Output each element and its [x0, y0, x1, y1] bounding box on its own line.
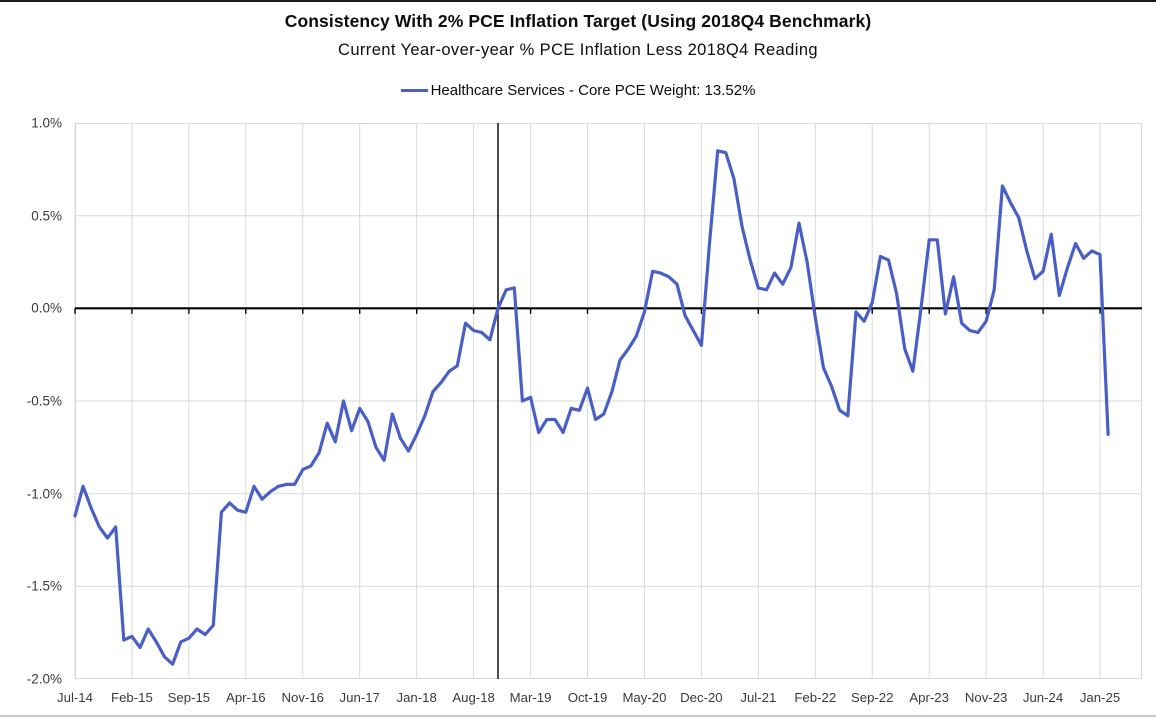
x-axis-tick-label: Jun-24	[1022, 690, 1064, 705]
x-axis-tick-label: Apr-23	[909, 690, 949, 705]
x-axis-tick-label: May-20	[622, 690, 667, 705]
x-axis-tick-label: Jan-18	[396, 690, 437, 705]
chart-subtitle: Current Year-over-year % PCE Inflation L…	[338, 41, 818, 59]
y-axis-tick-label: -1.0%	[26, 486, 62, 502]
x-axis-tick-label: Apr-16	[226, 690, 266, 705]
legend-label: Healthcare Services - Core PCE Weight: 1…	[430, 82, 756, 99]
x-axis-tick-label: Jan-25	[1079, 690, 1121, 705]
x-axis-tick-label: Mar-19	[509, 690, 552, 705]
y-axis-tick-label: 0.5%	[31, 208, 62, 224]
window-bottom-edge	[0, 715, 1156, 717]
window-top-edge	[0, 0, 1156, 2]
x-axis-tick-label: Feb-22	[794, 690, 837, 705]
y-axis-tick-label: -0.5%	[26, 393, 62, 409]
y-axis-tick-label: -1.5%	[26, 578, 62, 594]
chart-canvas	[73, 123, 1142, 679]
x-axis-tick-label: Aug-18	[452, 690, 495, 705]
series-line-healthcare-services	[73, 149, 1110, 666]
chart-title: Consistency With 2% PCE Inflation Target…	[284, 11, 872, 31]
legend: Healthcare Services - Core PCE Weight: 1…	[0, 79, 1156, 99]
plot-area	[73, 123, 1142, 679]
x-axis-tick-label: Sep-22	[850, 690, 894, 705]
legend-line-marker-icon	[400, 89, 428, 92]
x-axis-tick-label: Nov-16	[281, 690, 325, 705]
x-axis-tick-label: Jul-14	[57, 690, 93, 705]
x-axis-tick-label: Sep-15	[167, 690, 211, 705]
x-axis-tick-label: Dec-20	[680, 690, 723, 705]
x-axis-tick-label: Jul-21	[740, 690, 777, 705]
y-axis-tick-label: 0.0%	[31, 300, 62, 316]
y-axis-tick-label: 1.0%	[31, 115, 62, 131]
x-axis-tick-label: Jun-17	[339, 690, 380, 705]
y-axis-tick-label: -2.0%	[26, 671, 62, 687]
x-axis-tick-label: Nov-23	[964, 690, 1008, 705]
x-axis-tick-label: Feb-15	[111, 690, 153, 705]
plot-border	[75, 123, 1142, 679]
x-axis-tick-label: Oct-19	[567, 690, 608, 705]
